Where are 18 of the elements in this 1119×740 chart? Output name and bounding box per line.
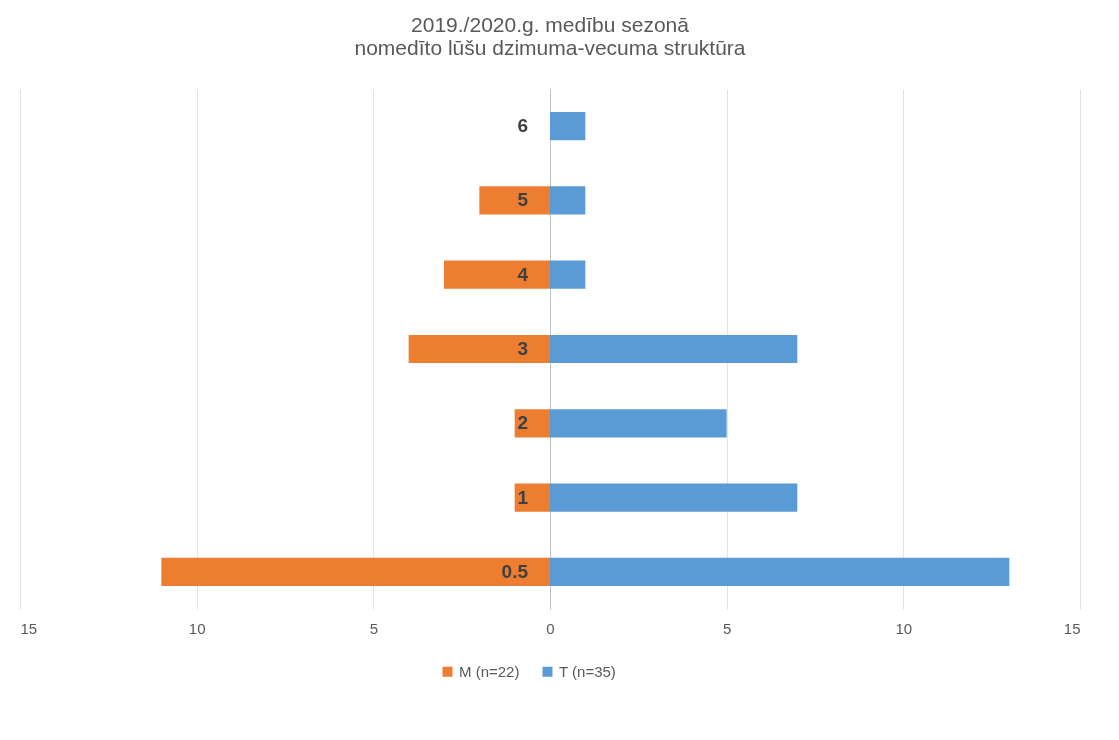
- y-tick-label: 3: [517, 338, 528, 359]
- text: 2019./2020.g. medību sezonā: [411, 13, 689, 36]
- y-tick-label: 1: [517, 486, 529, 508]
- y-tick-label: 0.5: [501, 560, 529, 582]
- legend-label: T (n=35): [559, 662, 616, 680]
- x-tick-label: 10: [188, 619, 206, 637]
- text: nomedīto lūšu dzimuma-vecuma struktūra: [354, 36, 746, 59]
- y-tick-label: 5: [517, 189, 529, 211]
- legend-label: M (n=22): [459, 662, 520, 680]
- y-tick-label: 2: [517, 412, 528, 434]
- x-tick-label: 10: [895, 619, 913, 637]
- x-tick-label: 5: [369, 619, 379, 637]
- x-tick-label: 5: [722, 619, 732, 637]
- x-tick-label: 15: [1063, 619, 1081, 637]
- y-tick-label: 6: [517, 115, 528, 137]
- x-tick-label: 15: [20, 619, 38, 637]
- y-tick-label: 4: [517, 263, 529, 285]
- x-tick-label: 0: [546, 619, 555, 637]
